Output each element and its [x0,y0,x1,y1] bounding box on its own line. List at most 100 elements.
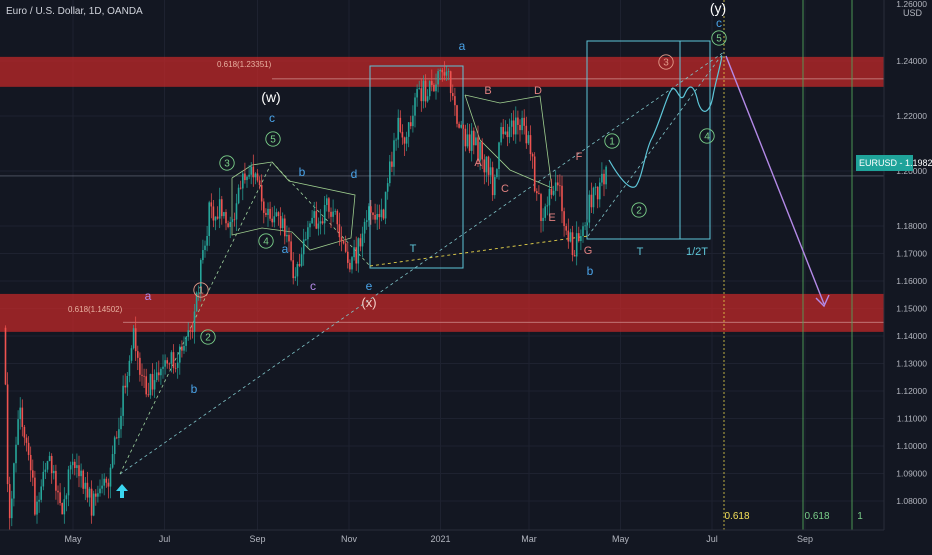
candle-body [393,140,395,167]
candle-body [590,194,593,208]
candle-body [258,180,261,186]
candle-body [449,71,452,94]
label-B: B [484,85,491,97]
candle-body [183,345,185,351]
candle-body [580,236,582,242]
trendline-sub1 [587,51,725,237]
candle-body [132,328,135,349]
candle-body [435,84,437,92]
candle-body [244,173,246,181]
candle-body [405,136,408,144]
candle-body [456,105,458,124]
candle-body [55,470,57,491]
candle-body [71,461,74,466]
candle-body [29,454,32,471]
candle-body [441,69,444,73]
candle-body [454,96,456,106]
candle-body [4,327,7,385]
candle-body [88,488,91,498]
candle-body [206,235,208,246]
candle-body [468,134,471,151]
price-tick: 1.10000 [896,441,927,451]
candle-body [443,72,446,76]
trendline-main [119,51,725,475]
candle-body [437,71,439,85]
last-price-symbol: EURUSD [859,158,898,168]
candle-body [542,217,544,222]
candle-body [25,437,28,443]
candle-body [508,126,511,138]
candle-body [328,198,330,212]
label-1: 1 [609,137,615,148]
candle-body [208,202,210,236]
label-wave-w: (w) [261,89,280,105]
candle-body [130,348,133,361]
candle-body [139,357,141,375]
candle-body [210,202,213,207]
candle-body [477,137,479,161]
candle-body [418,88,420,90]
price-tick: 1.16000 [896,276,927,286]
time-tick: Jul [706,534,718,544]
candle-body [141,374,143,376]
candle-body [582,226,584,237]
candle-body [525,125,528,144]
candle-body [319,221,322,224]
time-tick: Sep [797,534,813,544]
candle-body [420,88,423,102]
candle-body [332,211,334,217]
price-tick: 1.18000 [896,221,927,231]
candle-body [6,384,9,485]
candle-body [286,234,288,237]
label-F: F [576,151,583,163]
price-tick: 1.22000 [896,111,927,121]
label-1-circle [193,282,209,298]
time-tick: May [64,534,82,544]
candle-body [361,233,364,247]
candle-body [384,191,387,219]
candle-body [599,182,601,200]
candle-body [544,206,546,218]
candle-body [498,142,500,170]
label-5: 5 [270,135,276,146]
candle-body [214,216,217,221]
candle-body [82,470,84,489]
zone-label: 0.618(1.23351) [217,60,272,69]
label-2: 2 [205,333,211,344]
candle-body [317,223,320,229]
candle-body [439,69,441,72]
label-4: 4 [263,237,269,248]
candle-body [116,437,118,439]
candle-body [302,239,305,255]
candle-body [137,351,139,358]
candle-body [529,135,532,155]
time-box-1 [369,65,464,269]
candle-body [170,352,173,364]
candle-body [271,218,273,223]
candle-body [69,465,72,470]
candle-body [53,470,55,474]
candle-body [550,188,553,195]
time-axis-bg [0,530,932,550]
candle-body [491,167,494,196]
candle-body [57,490,59,493]
label-d: d [351,167,358,181]
candle-body [433,84,435,92]
candle-body [584,225,586,227]
label-c: c [716,16,722,30]
candle-body [536,191,538,194]
candle-body [403,137,406,144]
candle-body [447,71,450,73]
candle-body [546,205,549,207]
candle-body [594,186,597,188]
candle-body [512,120,515,135]
candle-body [176,362,179,368]
candle-body [378,213,381,218]
candle-body [510,120,513,127]
candle-body [353,247,355,258]
candle-body [113,437,116,455]
candle-body [63,499,66,515]
label-3-circle [658,54,674,70]
